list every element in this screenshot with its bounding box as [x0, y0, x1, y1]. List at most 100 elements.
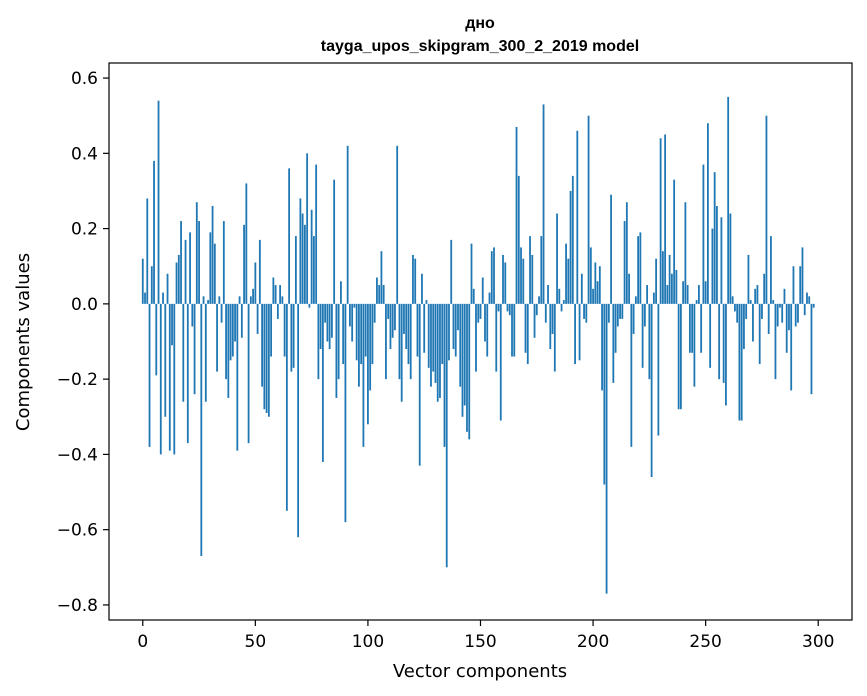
bar — [276, 303, 279, 319]
bar — [263, 303, 266, 410]
bar — [171, 303, 173, 346]
bar — [234, 303, 236, 342]
bar — [331, 303, 333, 338]
bar — [466, 303, 468, 432]
bar — [371, 303, 374, 365]
bar — [166, 273, 169, 304]
bar — [421, 273, 423, 304]
bar — [779, 303, 781, 308]
bar — [301, 213, 304, 304]
bar — [639, 232, 642, 304]
bar — [752, 303, 754, 342]
bar — [355, 303, 358, 361]
bar — [772, 300, 775, 304]
bar — [495, 303, 498, 372]
bar — [254, 262, 257, 304]
bar — [387, 303, 390, 319]
bar — [797, 303, 799, 323]
bar — [776, 303, 779, 327]
bar — [614, 303, 617, 353]
bar — [353, 303, 356, 308]
bar — [200, 303, 203, 557]
bar — [634, 296, 637, 304]
bar — [533, 303, 536, 338]
bar — [412, 254, 414, 304]
bar — [720, 217, 723, 304]
bar — [294, 236, 297, 304]
bar — [182, 303, 185, 402]
bar — [605, 303, 608, 594]
bar — [407, 303, 410, 365]
bar — [648, 303, 651, 380]
bar — [576, 130, 579, 304]
bar — [738, 303, 741, 421]
bar — [265, 303, 268, 413]
bar — [164, 303, 167, 417]
bar — [146, 198, 149, 304]
bar — [256, 303, 259, 334]
x-axis: 0 50 100 150 200 250 300 — [137, 620, 834, 652]
bar — [734, 303, 736, 312]
bar — [571, 175, 574, 304]
bar — [506, 303, 509, 312]
bar — [607, 303, 610, 323]
bar — [486, 303, 489, 357]
bar — [191, 303, 194, 327]
bar — [497, 303, 500, 312]
bar — [551, 303, 554, 334]
bar — [382, 285, 385, 304]
bar — [758, 303, 761, 365]
bar — [159, 303, 162, 455]
bar-series — [141, 96, 815, 594]
bar — [459, 303, 462, 387]
bar — [150, 266, 153, 304]
x-tick-label: 100 — [352, 632, 384, 652]
bar — [155, 303, 158, 376]
y-tick-label: 0.2 — [71, 220, 98, 240]
bar — [594, 262, 597, 304]
bar — [790, 303, 793, 391]
bar — [718, 303, 721, 380]
bar — [279, 285, 282, 304]
bar — [661, 251, 664, 304]
x-axis-label: Vector components — [393, 661, 567, 682]
bar — [673, 179, 676, 304]
bar — [743, 303, 745, 350]
bar — [585, 303, 588, 323]
bar — [452, 303, 455, 350]
bar — [177, 254, 180, 304]
bar — [549, 303, 552, 350]
bar — [317, 303, 320, 380]
bar — [290, 303, 293, 372]
bar — [315, 164, 318, 304]
bar — [801, 247, 804, 304]
bar — [567, 258, 570, 304]
bar — [727, 96, 730, 304]
x-tick-label: 300 — [802, 632, 834, 652]
bar — [745, 303, 748, 319]
bar — [227, 303, 230, 398]
bar — [405, 303, 408, 350]
bar — [258, 239, 261, 304]
bar — [513, 303, 516, 357]
bar — [736, 303, 739, 323]
bar — [461, 303, 464, 417]
bar — [430, 303, 432, 387]
bar — [324, 303, 327, 323]
bar — [333, 179, 336, 304]
bar — [448, 303, 450, 361]
bar — [389, 303, 392, 350]
bar — [337, 303, 340, 380]
bar — [574, 303, 576, 365]
bar — [414, 258, 417, 304]
bar — [373, 303, 376, 323]
bar — [378, 285, 381, 304]
bar — [193, 303, 196, 395]
bar — [418, 303, 421, 466]
bar — [245, 183, 248, 304]
bar — [398, 303, 401, 380]
bar — [540, 236, 543, 304]
bar — [184, 239, 187, 304]
bar — [400, 303, 403, 402]
bar — [711, 228, 714, 304]
